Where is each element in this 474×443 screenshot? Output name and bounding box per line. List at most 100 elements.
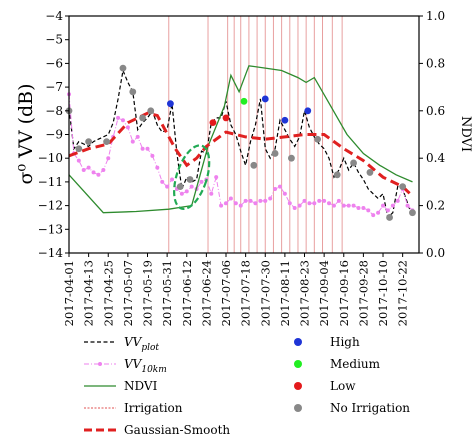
vv10km-point: [135, 134, 140, 139]
series-lines: [67, 65, 415, 219]
vv10km-point: [297, 203, 302, 208]
vv10km-point: [361, 205, 366, 210]
x-tick-label: 2017-09-28: [356, 260, 370, 326]
x-tick-label: 2017-10-10: [376, 260, 390, 326]
vv10km-point: [145, 146, 150, 151]
series-line-ndvi: [68, 65, 413, 214]
x-tick-label: 2017-09-16: [337, 260, 351, 326]
series-line-gaussian-smooth: [68, 111, 414, 198]
legend-label: NDVI: [124, 379, 158, 393]
marker-no-irrigation: [399, 183, 407, 191]
vv10km-point: [219, 203, 224, 208]
y2-tick-label: 0.6: [426, 104, 445, 118]
y-tick-label: −10: [38, 151, 63, 165]
vv10km-point: [96, 172, 101, 177]
y-tick-label: −9: [45, 128, 63, 142]
y-tick-label: −14: [38, 246, 64, 260]
y2-tick-label: 1.0: [426, 9, 445, 23]
vv10km-point: [155, 165, 160, 170]
marker-no-irrigation: [176, 183, 184, 191]
marker-no-irrigation: [314, 135, 321, 143]
vv10km-point: [130, 139, 135, 144]
legend-marker-high: [294, 338, 302, 346]
y-tick-label: −12: [38, 199, 63, 213]
marker-no-irrigation: [271, 150, 279, 157]
x-tick-label: 2017-05-31: [160, 260, 174, 326]
marker-no-irrigation: [103, 138, 111, 146]
vv10km-point: [120, 118, 125, 123]
series-line-vv-plot: [68, 68, 414, 219]
vv10km-point: [224, 201, 229, 206]
x-tick-label: 2017-05-19: [141, 260, 155, 326]
x-tick-label: 2017-06-12: [180, 260, 194, 326]
vv10km-point: [140, 146, 145, 151]
vv10km-point: [376, 210, 381, 215]
vv10km-point: [327, 201, 332, 206]
y-tick-label: −7: [45, 80, 63, 94]
vv10km-point: [351, 203, 356, 208]
marker-no-irrigation: [288, 154, 295, 162]
x-tick-label: 2017-09-04: [317, 260, 331, 326]
vv10km-point: [263, 198, 268, 203]
vv10km-point: [76, 158, 81, 163]
vv10km-point: [341, 203, 346, 208]
marker-low: [222, 114, 230, 122]
vv10km-point: [322, 198, 327, 203]
vv10km-point: [381, 203, 386, 208]
vv10km-point: [150, 153, 155, 158]
x-tick-label: 2017-04-25: [101, 260, 115, 326]
x-tick-label: 2017-04-01: [62, 260, 76, 326]
vv10km-point: [317, 198, 322, 203]
vv10km-point: [331, 203, 336, 208]
vv10km-point: [248, 198, 253, 203]
vv10km-point: [253, 201, 258, 206]
vv10km-point: [282, 191, 287, 196]
vv10km-point: [179, 191, 184, 196]
marker-no-irrigation: [75, 145, 83, 153]
vv10km-point: [91, 170, 96, 175]
y-axis-label: σ⁰ VV (dB): [15, 83, 37, 184]
legend-label-subscript: plot: [141, 343, 159, 353]
legend-marker-no-irrigation: [294, 404, 302, 412]
marker-high: [167, 100, 174, 108]
marker-low: [209, 119, 217, 127]
vv10km-point: [125, 125, 130, 130]
vv10km-point: [106, 156, 111, 161]
vv10km-point: [86, 165, 91, 170]
legend-label: Gaussian-Smooth: [124, 423, 230, 437]
marker-no-irrigation: [119, 64, 127, 72]
x-axis: 2017-04-01 2017-04-13 2017-04-25 2017-05-07…: [62, 253, 410, 326]
marker-no-irrigation: [139, 114, 146, 122]
vv10km-point: [238, 203, 243, 208]
legend-label: Irrigation: [124, 401, 183, 415]
x-tick-label: 2017-05-07: [121, 260, 135, 326]
y-tick-label: −11: [38, 175, 63, 189]
marker-no-irrigation: [147, 107, 155, 115]
vv10km-point: [243, 198, 248, 203]
marker-no-irrigation: [186, 176, 194, 183]
x-tick-label: 2017-08-11: [278, 260, 292, 326]
legend-marker-low: [294, 382, 302, 390]
y-tick-label: −8: [45, 104, 63, 118]
y2-axis-label: NDVI: [458, 116, 473, 152]
vv10km-point: [116, 115, 121, 120]
legend-label-subscript: 10km: [141, 365, 166, 375]
vv10km-point: [371, 213, 376, 218]
vv10km-point: [356, 205, 361, 210]
vv10km-point: [395, 198, 400, 203]
legend-label: High: [330, 335, 360, 349]
vv10km-point: [307, 201, 312, 206]
marker-no-irrigation: [129, 88, 137, 96]
vv10km-point: [277, 184, 282, 189]
vv10km-point: [184, 189, 189, 194]
vv10km-point: [160, 179, 165, 184]
annotation-ellipse: [173, 144, 211, 210]
legend-label: Low: [330, 379, 356, 393]
legend-marker-medium: [294, 360, 302, 368]
y-tick-label: −6: [45, 56, 63, 70]
vv10km-point: [189, 184, 194, 189]
marker-no-irrigation: [366, 169, 374, 176]
y-tick-label: −5: [45, 33, 63, 47]
legend-label: VV10km: [124, 357, 167, 375]
